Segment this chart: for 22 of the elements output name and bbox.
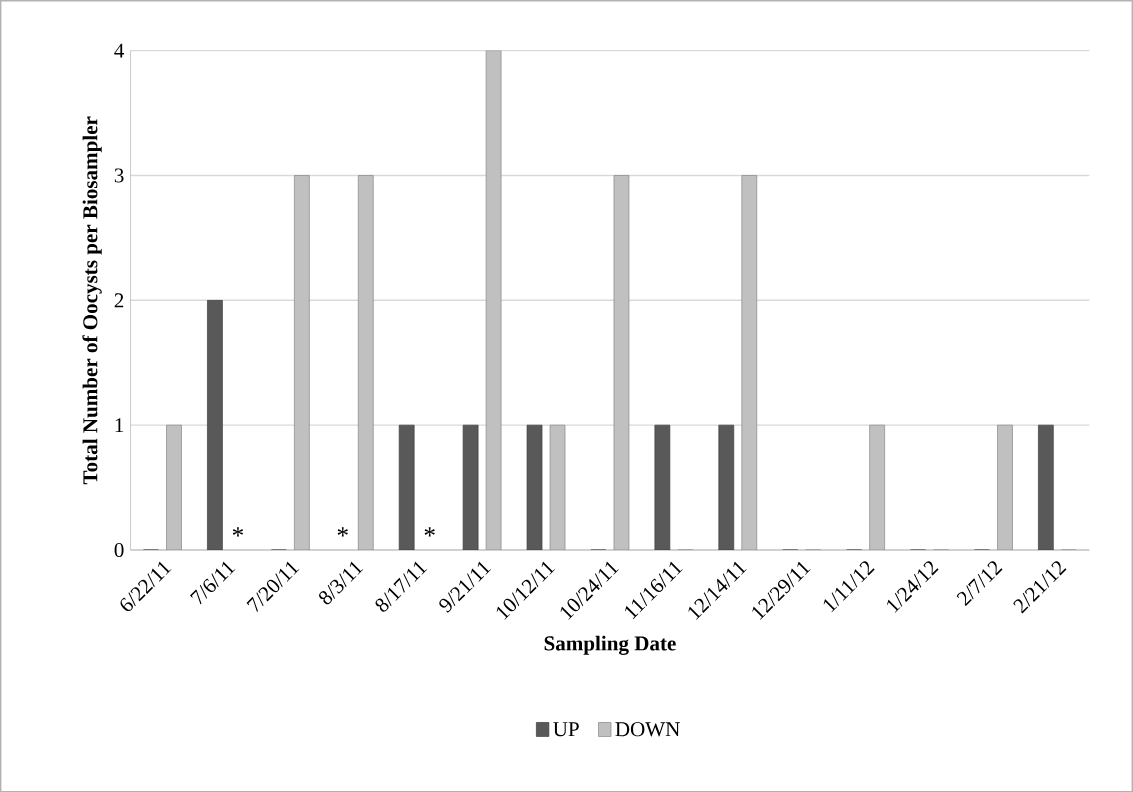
bar [1038,424,1054,550]
bar [166,424,182,550]
y-tick-label: 3 [114,168,124,183]
y-tick-label: 0 [114,542,124,557]
y-axis-title: Total Number of Oocysts per Biosampler [82,116,102,484]
bar [294,174,310,550]
legend-label: DOWN [615,721,680,737]
annotation: * [337,527,348,537]
y-tick-label: 1 [115,418,124,432]
bar [997,424,1013,550]
x-axis-title: Sampling Date [544,635,676,655]
legend-label: UP [553,722,579,737]
bar [718,424,735,550]
bar [398,424,415,550]
annotation: * [424,527,435,537]
bar [869,424,885,550]
y-tick-label: 4 [114,43,125,58]
bar [741,174,758,550]
bar [207,299,223,550]
bar [357,174,374,550]
annotation: * [232,527,244,537]
y-tick-label: 2 [114,293,124,308]
